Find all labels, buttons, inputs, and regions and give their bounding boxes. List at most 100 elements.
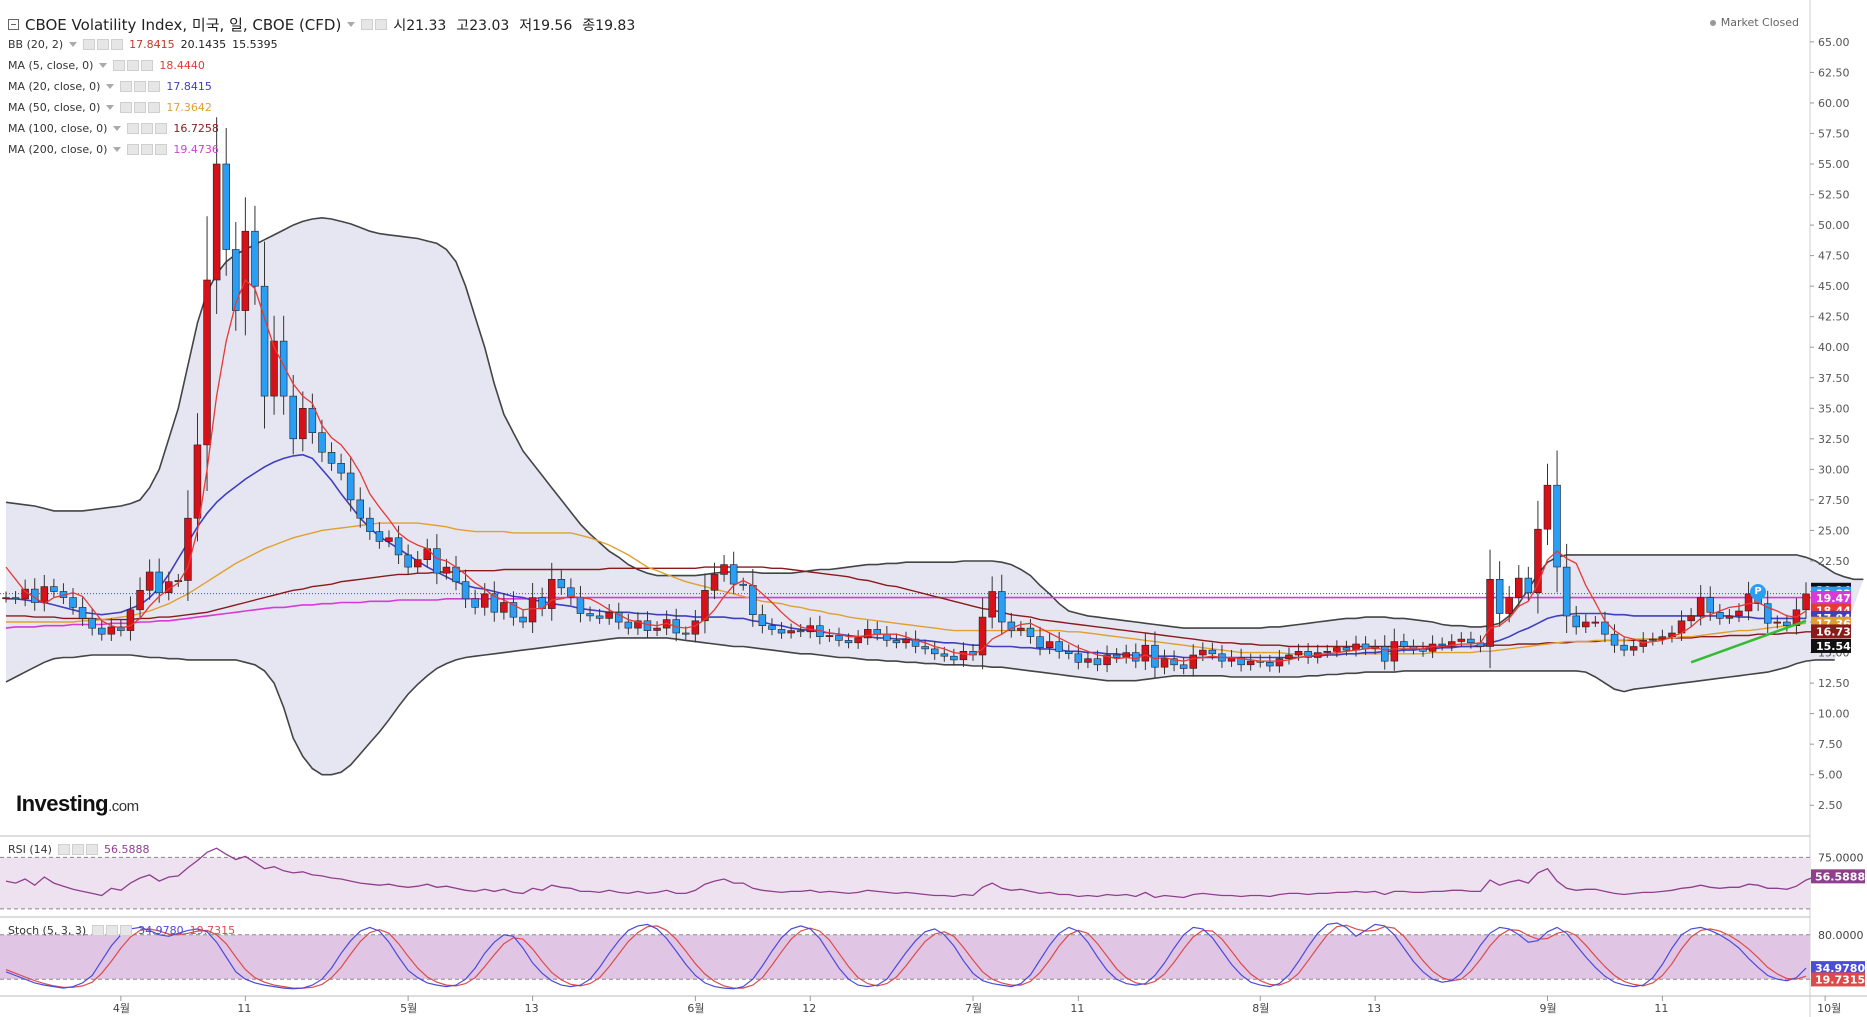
- candle: [433, 548, 441, 574]
- candle: [1687, 615, 1695, 622]
- candle: [902, 638, 910, 644]
- candle: [720, 564, 728, 575]
- price-label-text: 15.54: [1816, 640, 1851, 653]
- candle: [614, 611, 623, 623]
- candle: [768, 625, 776, 630]
- rsi-value-label: 56.5888: [1815, 870, 1865, 883]
- candle: [1285, 654, 1293, 660]
- candle: [500, 602, 508, 613]
- candle: [1486, 578, 1494, 647]
- candle: [1543, 484, 1552, 530]
- indicator-controls[interactable]: [127, 123, 168, 134]
- chevron-down-icon[interactable]: [113, 126, 122, 131]
- candle: [11, 597, 20, 600]
- header-controls[interactable]: [361, 19, 388, 30]
- hide-icon[interactable]: [375, 19, 388, 30]
- candle: [1438, 643, 1446, 646]
- indicator-controls[interactable]: [83, 39, 124, 50]
- candle: [1275, 658, 1284, 667]
- price-label: [1811, 638, 1851, 653]
- event-marker-icon[interactable]: P: [1750, 584, 1766, 600]
- candle: [988, 591, 996, 618]
- x-tick-label: 10월: [1817, 1002, 1841, 1015]
- y-tick-label: 30.00: [1818, 463, 1850, 476]
- candle: [346, 472, 355, 501]
- candle: [461, 581, 470, 600]
- indicator-controls[interactable]: [127, 144, 168, 155]
- legend-ma20[interactable]: MA (20, close, 0) 17.8415: [8, 80, 212, 93]
- chevron-down-icon[interactable]: [69, 42, 78, 47]
- chevron-down-icon[interactable]: [99, 63, 108, 68]
- stoch-k-line: [5, 922, 1807, 990]
- candle: [701, 589, 709, 622]
- candle: [1103, 654, 1111, 666]
- candle: [595, 615, 604, 619]
- legend-ma200[interactable]: MA (200, close, 0) 19.4736: [8, 143, 219, 156]
- settings-icon[interactable]: [361, 19, 374, 30]
- candle: [567, 587, 575, 598]
- candle: [184, 517, 192, 581]
- chevron-down-icon[interactable]: [113, 147, 122, 152]
- candle: [1744, 593, 1753, 612]
- candle: [299, 407, 307, 440]
- legend-stoch[interactable]: Stoch (5, 3, 3) 34.9780 19.7315: [8, 924, 236, 937]
- candle: [366, 517, 374, 532]
- candle: [1553, 484, 1561, 568]
- candle: [1582, 621, 1590, 628]
- candle: [729, 564, 738, 585]
- indicator-controls[interactable]: [120, 81, 161, 92]
- candle: [1639, 640, 1648, 647]
- candle: [1112, 654, 1121, 658]
- chevron-down-icon[interactable]: [106, 84, 115, 89]
- candle: [528, 597, 537, 623]
- candle: [78, 607, 87, 619]
- trend-line: [1690, 619, 1807, 664]
- candle: [787, 630, 795, 634]
- legend-ma5[interactable]: MA (5, close, 0) 18.4440: [8, 59, 205, 72]
- candle: [1160, 658, 1169, 668]
- indicator-controls[interactable]: [92, 925, 133, 936]
- candle: [854, 637, 862, 644]
- y-tick-label: 37.50: [1818, 372, 1850, 385]
- candle: [1189, 654, 1198, 669]
- ohlc-low: 저19.56: [519, 17, 573, 34]
- chevron-down-icon[interactable]: [347, 22, 356, 27]
- candle: [1620, 644, 1628, 651]
- legend-bb[interactable]: BB (20, 2) 17.8415 20.1435 15.5395: [8, 38, 278, 51]
- candle: [1132, 652, 1140, 662]
- candle: [126, 609, 135, 631]
- x-tick-label: 8월: [1252, 1002, 1269, 1015]
- candle: [1706, 597, 1715, 613]
- candle: [959, 650, 968, 661]
- candle: [586, 613, 594, 617]
- candle: [193, 444, 202, 519]
- candle: [883, 633, 891, 641]
- candle: [356, 499, 364, 519]
- indicator-controls[interactable]: [120, 102, 161, 113]
- legend-rsi[interactable]: RSI (14) 56.5888: [8, 843, 150, 856]
- stoch-band: [0, 934, 1810, 980]
- legend-ma50[interactable]: MA (50, close, 0) 17.3642: [8, 101, 212, 114]
- candle: [471, 598, 479, 608]
- y-tick-label: 10.00: [1818, 708, 1850, 721]
- collapse-icon[interactable]: [8, 19, 19, 30]
- y-tick-label: 45.00: [1818, 280, 1850, 293]
- candle: [203, 279, 211, 446]
- x-tick-label: 11: [1070, 1002, 1084, 1015]
- candle: [1036, 636, 1044, 649]
- y-tick-label: 42.50: [1818, 311, 1850, 324]
- candle: [634, 620, 642, 629]
- candle: [749, 585, 757, 616]
- stoch-d-line: [5, 924, 1807, 989]
- indicator-controls[interactable]: [57, 844, 98, 855]
- candle: [653, 627, 661, 631]
- symbol-title[interactable]: CBOE Volatility Index, 미국, 일, CBOE (CFD): [25, 16, 342, 34]
- indicator-controls[interactable]: [113, 60, 154, 71]
- candle: [1562, 566, 1571, 617]
- legend-ma100[interactable]: MA (100, close, 0) 16.7258: [8, 122, 219, 135]
- y-tick-label: 52.50: [1818, 189, 1850, 202]
- candle: [1084, 658, 1092, 663]
- ma100-line: [6, 566, 1816, 648]
- chevron-down-icon[interactable]: [106, 105, 115, 110]
